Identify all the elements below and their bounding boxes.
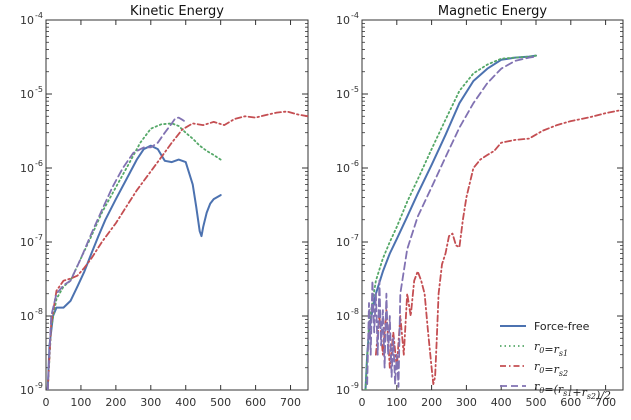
y-tick-label: 10 [336, 236, 350, 249]
y-tick-exponent: -6 [35, 159, 43, 168]
y-tick-exponent: -4 [35, 11, 43, 20]
series-line-1 [364, 54, 537, 390]
x-tick-label: 300 [456, 396, 477, 409]
y-tick-exponent: -8 [351, 307, 359, 316]
y-tick-label: 10 [20, 14, 34, 27]
series-line-3 [366, 55, 537, 388]
y-tick-label: 10 [20, 310, 34, 323]
y-tick-label: 10 [20, 384, 34, 397]
y-tick-exponent: -7 [35, 233, 43, 242]
x-tick-label: 500 [526, 396, 547, 409]
plot-frame [361, 19, 624, 391]
x-tick-label: 500 [210, 396, 231, 409]
y-tick-exponent: -5 [351, 85, 359, 94]
x-tick-label: 600 [560, 396, 581, 409]
y-tick-exponent: -8 [35, 307, 43, 316]
y-tick-label: 10 [20, 162, 34, 175]
legend-label-3: r0=(rs1+rs2)/2 [534, 380, 611, 402]
x-tick-label: 700 [280, 396, 301, 409]
y-tick-exponent: -4 [351, 11, 359, 20]
series-line-0 [46, 144, 222, 390]
y-tick-label: 10 [336, 88, 350, 101]
y-tick-label: 10 [336, 162, 350, 175]
y-tick-label: 10 [336, 310, 350, 323]
y-tick-exponent: -7 [351, 233, 359, 242]
series-line-2 [374, 109, 621, 386]
x-tick-label: 200 [105, 396, 126, 409]
x-tick-label: 400 [491, 396, 512, 409]
x-tick-label: 100 [70, 396, 91, 409]
x-tick-label: 400 [175, 396, 196, 409]
y-tick-label: 10 [20, 88, 34, 101]
chart-title: Kinetic Energy [130, 4, 224, 19]
x-tick-label: 300 [140, 396, 161, 409]
legend: Force-free r0=rs1 r0=rs2 r0=(rs1+rs2)/2 [500, 320, 611, 402]
legend-label-1: r0=rs1 [534, 340, 568, 358]
series-line-2 [46, 110, 308, 390]
y-tick-exponent: -9 [351, 381, 359, 390]
y-tick-label: 10 [336, 14, 350, 27]
x-tick-label: 0 [359, 396, 366, 409]
x-tick-label: 200 [421, 396, 442, 409]
x-tick-label: 0 [43, 396, 50, 409]
series-line-3 [46, 116, 187, 390]
plot-frame [45, 19, 309, 391]
x-tick-label: 600 [245, 396, 266, 409]
y-tick-exponent: -5 [35, 85, 43, 94]
x-tick-label: 100 [386, 396, 407, 409]
chart-title: Magnetic Energy [438, 4, 547, 19]
y-tick-exponent: -9 [35, 381, 43, 390]
x-tick-label: 700 [595, 396, 616, 409]
legend-label-2: r0=rs2 [534, 360, 568, 378]
y-tick-label: 10 [336, 384, 350, 397]
y-tick-label: 10 [20, 236, 34, 249]
y-tick-exponent: -6 [351, 159, 359, 168]
legend-label-0: Force-free [534, 320, 590, 333]
